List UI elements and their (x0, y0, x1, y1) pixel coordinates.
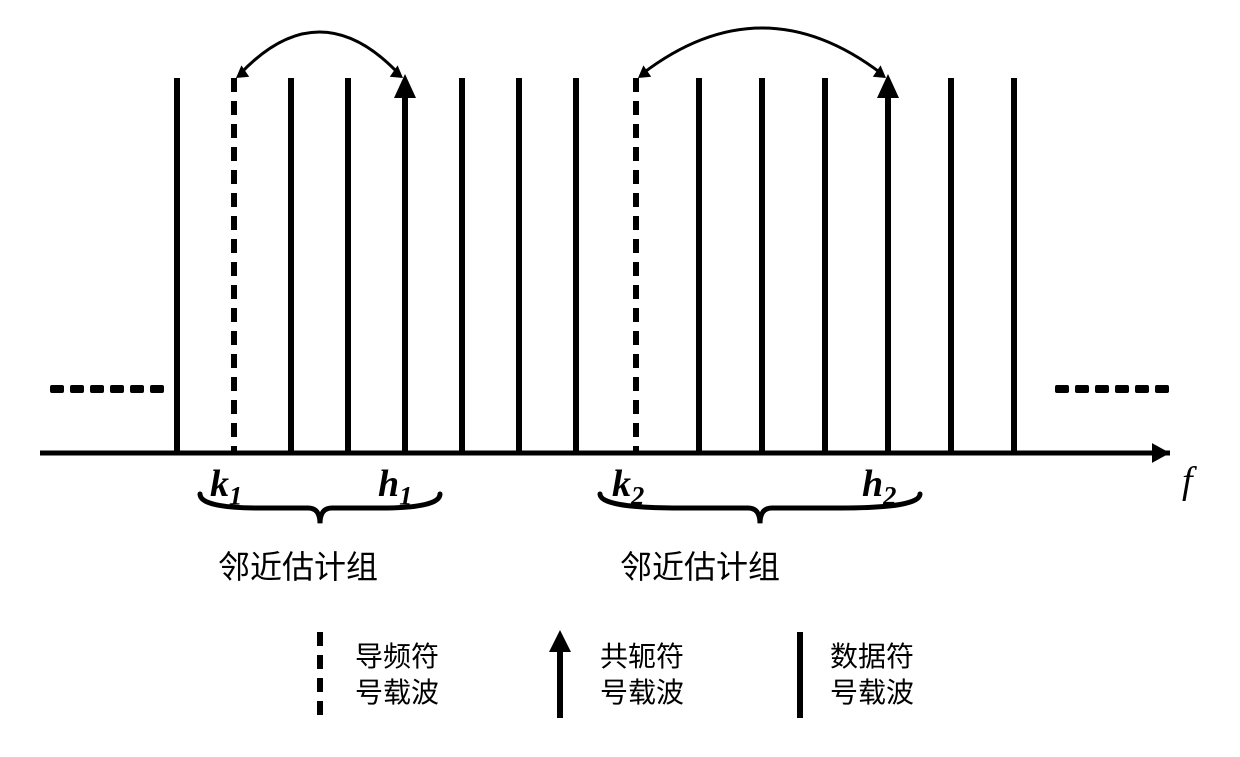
label-k2: k2 (612, 462, 644, 512)
label-k1: k1 (210, 462, 242, 512)
diagram-canvas: f k1 h1 k2 h2 邻近估计组 邻近估计组 导频符号载波 共轭符号载波 … (0, 0, 1240, 757)
axis-label-f: f (1182, 459, 1193, 503)
legend-data-text: 数据符号载波 (830, 640, 914, 713)
legend-conj-text: 共轭符号载波 (600, 640, 684, 713)
group-label-2: 邻近估计组 (620, 542, 780, 588)
label-h1: h1 (378, 462, 412, 512)
label-h2: h2 (862, 462, 896, 512)
group-label-1: 邻近估计组 (218, 542, 378, 588)
legend-pilot-text: 导频符号载波 (355, 640, 439, 713)
